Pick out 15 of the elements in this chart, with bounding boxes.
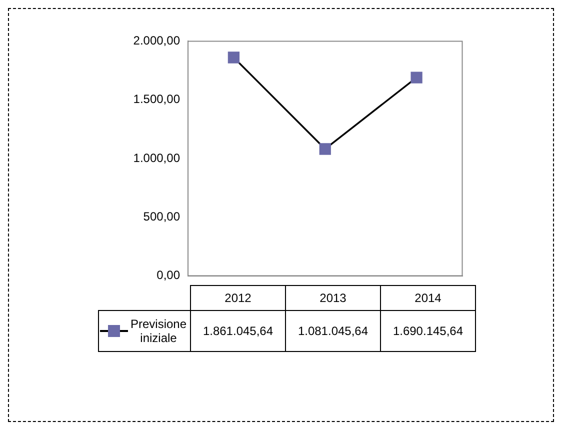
x-tick-label: 2014 bbox=[380, 286, 476, 310]
y-tick-label: 1.500,00 bbox=[133, 92, 180, 106]
text: 1.861.045,64 bbox=[190, 310, 286, 352]
point bbox=[228, 52, 240, 64]
point bbox=[410, 72, 422, 84]
x-tick-label: 2013 bbox=[286, 286, 380, 310]
y-tick-label: 500,00 bbox=[143, 209, 180, 224]
legend-label: Previsione iniziale bbox=[129, 317, 188, 345]
text: 1.690.145,64 bbox=[380, 310, 476, 352]
y-tick-label: 0,00 bbox=[156, 268, 180, 282]
y-tick-label: 1.000,00 bbox=[133, 150, 180, 165]
point bbox=[319, 143, 331, 155]
x-tick-label: 2012 bbox=[190, 286, 286, 310]
y-tick-label: 2.000,00 bbox=[133, 34, 180, 48]
text: 1.081.045,64 bbox=[286, 310, 380, 352]
